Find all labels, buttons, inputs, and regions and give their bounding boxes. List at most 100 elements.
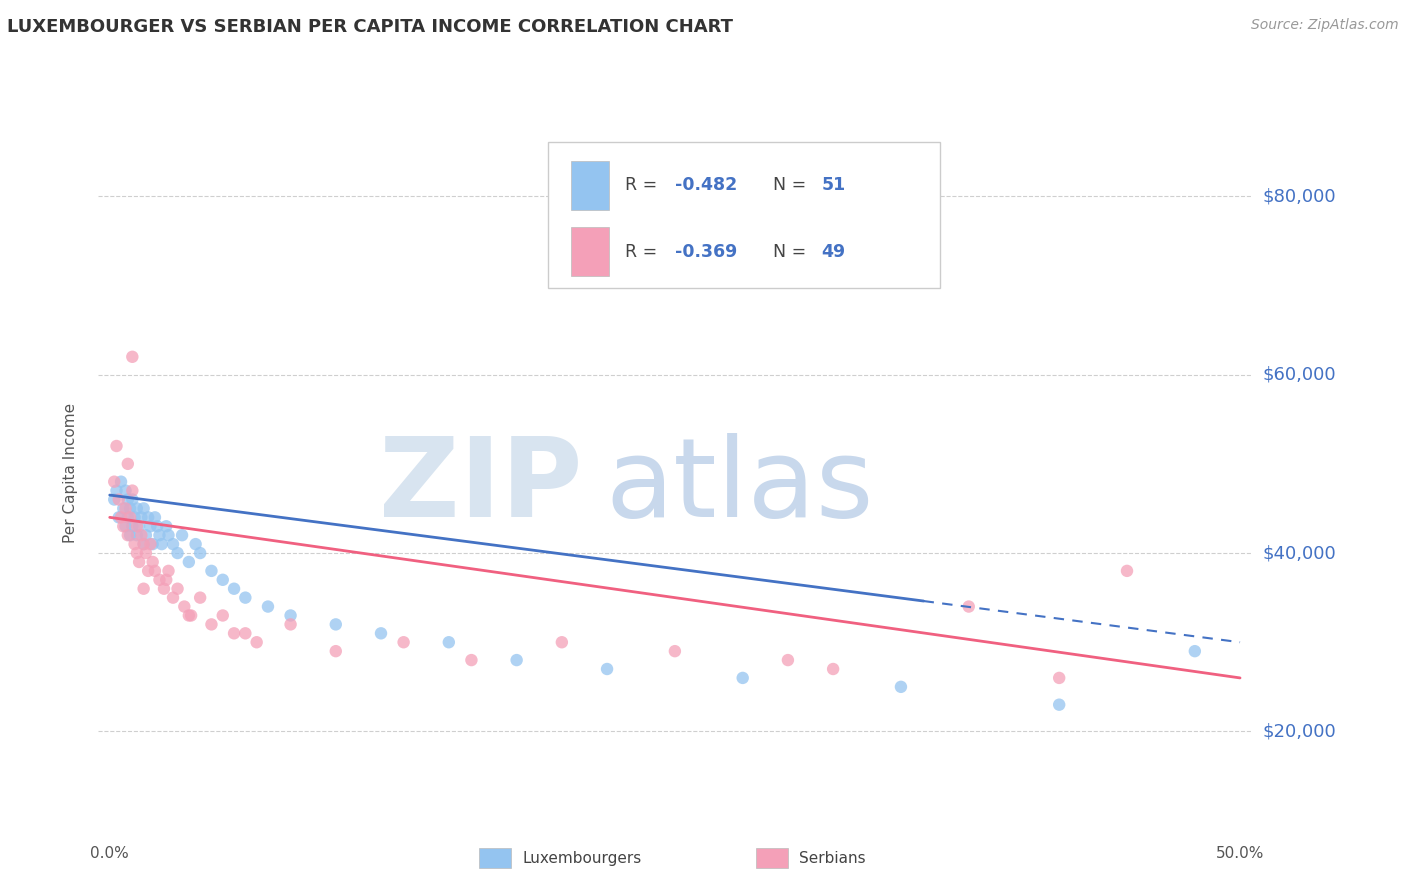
Point [135,528,157,542]
Point [664,644,686,658]
Point [280,617,302,632]
Point [121,492,143,507]
Text: $40,000: $40,000 [1263,544,1336,562]
Point [107,510,129,524]
Point [325,644,347,658]
Point [437,635,460,649]
Text: Luxembourgers: Luxembourgers [523,851,643,866]
Text: Serbians: Serbians [800,851,866,866]
Point [155,573,177,587]
Point [136,510,159,524]
Point [1184,644,1206,658]
Point [157,564,180,578]
FancyBboxPatch shape [571,161,609,210]
Point [132,582,155,596]
Point [117,528,139,542]
Point [103,475,125,489]
Point [110,475,132,489]
Point [148,573,170,587]
Point [143,564,166,578]
Point [222,626,245,640]
Text: R =: R = [626,177,664,194]
Point [125,501,148,516]
Point [1047,671,1070,685]
Point [117,510,139,524]
Point [370,626,392,640]
Text: Source: ZipAtlas.com: Source: ZipAtlas.com [1251,18,1399,32]
Point [125,528,148,542]
Point [200,564,222,578]
Text: LUXEMBOURGER VS SERBIAN PER CAPITA INCOME CORRELATION CHART: LUXEMBOURGER VS SERBIAN PER CAPITA INCOM… [7,18,733,36]
Point [211,608,233,623]
Point [551,635,574,649]
Point [157,528,180,542]
Point [112,501,135,516]
FancyBboxPatch shape [571,227,609,276]
Point [823,662,845,676]
Point [184,537,207,551]
Point [505,653,527,667]
Text: 50.0%: 50.0% [1216,846,1264,861]
Text: ZIP: ZIP [380,434,582,541]
Point [890,680,912,694]
Point [235,626,257,640]
Text: -0.482: -0.482 [675,177,737,194]
Point [150,537,173,551]
Point [114,501,136,516]
Point [124,537,146,551]
Point [166,546,188,560]
FancyBboxPatch shape [755,848,787,868]
Point [121,519,143,533]
Point [139,537,162,551]
Text: N =: N = [773,177,811,194]
Point [128,555,150,569]
Point [177,608,200,623]
Point [180,608,202,623]
Text: $60,000: $60,000 [1263,366,1336,384]
Point [392,635,415,649]
Point [142,555,165,569]
Point [235,591,257,605]
FancyBboxPatch shape [548,142,941,288]
Point [162,591,184,605]
Text: 0.0%: 0.0% [90,846,129,861]
Point [142,537,165,551]
Point [120,501,142,516]
Point [211,573,233,587]
Point [103,492,125,507]
Point [596,662,619,676]
Point [173,599,195,614]
Point [107,492,129,507]
Point [257,599,280,614]
Point [146,519,169,533]
FancyBboxPatch shape [479,848,512,868]
Point [120,510,142,524]
Point [325,617,347,632]
Point [153,582,176,596]
Point [776,653,799,667]
Point [135,546,157,560]
Point [177,555,200,569]
Point [110,510,132,524]
Point [121,483,143,498]
Point [117,457,139,471]
Point [280,608,302,623]
Text: -0.369: -0.369 [675,243,737,260]
Point [155,519,177,533]
Text: 49: 49 [821,243,845,260]
Point [957,599,980,614]
Point [246,635,269,649]
Point [731,671,754,685]
Point [222,582,245,596]
Point [1116,564,1139,578]
Point [131,528,153,542]
Text: R =: R = [626,243,664,260]
Point [120,528,142,542]
Point [128,519,150,533]
Point [125,546,148,560]
Point [131,510,153,524]
Point [125,519,148,533]
Text: $20,000: $20,000 [1263,723,1336,740]
Text: atlas: atlas [606,434,875,541]
Point [188,546,211,560]
